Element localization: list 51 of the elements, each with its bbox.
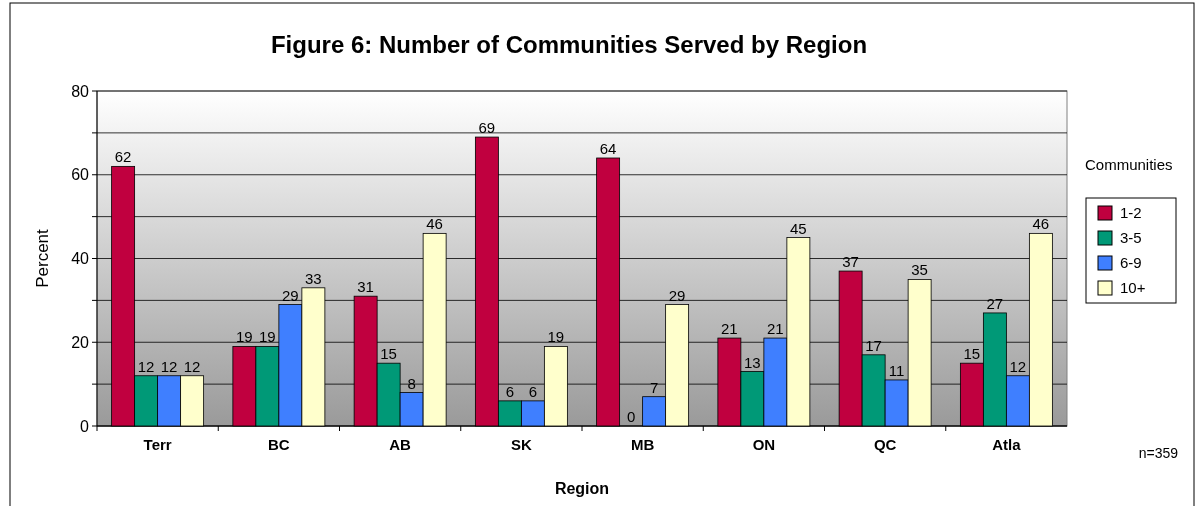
legend-label: 1-2 — [1120, 204, 1142, 221]
data-label: 69 — [478, 119, 496, 137]
legend-label: 10+ — [1120, 279, 1146, 296]
data-label: 29 — [668, 286, 686, 304]
data-label: 12 — [1009, 357, 1027, 375]
data-label: 0 — [626, 408, 636, 425]
data-label: 12 — [137, 357, 155, 375]
data-label: 13 — [744, 353, 761, 371]
y-tick-label: 60 — [71, 166, 90, 184]
data-label: 35 — [911, 261, 928, 279]
data-label: 6 — [505, 382, 515, 400]
data-label: 29 — [282, 286, 299, 304]
data-label: 11 — [888, 361, 905, 379]
data-label: 46 — [1032, 215, 1050, 233]
data-label: 31 — [357, 278, 374, 296]
data-label: 8 — [407, 374, 416, 392]
data-label: 21 — [767, 320, 784, 338]
legend-label: 3-5 — [1120, 229, 1142, 246]
x-tick-label: Atla — [992, 436, 1022, 453]
y-tick-label: 80 — [71, 82, 90, 100]
data-label: 46 — [426, 215, 443, 233]
data-label: 15 — [380, 345, 397, 363]
chart-title: Figure 6: Number of Communities Served by Region — [270, 31, 868, 58]
y-tick-label: 40 — [71, 250, 90, 268]
data-label: 12 — [183, 357, 201, 375]
x-tick-label: Terr — [143, 436, 172, 453]
x-axis-title: Region — [554, 480, 610, 497]
data-label: 45 — [790, 219, 807, 237]
data-label: 62 — [114, 148, 132, 166]
data-label: 12 — [160, 357, 178, 375]
data-label: 6 — [528, 382, 538, 400]
x-tick-label: ON — [752, 436, 776, 453]
x-tick-label: MB — [630, 436, 655, 453]
data-label: 7 — [649, 378, 659, 396]
data-label: 19 — [259, 328, 276, 346]
x-tick-label: BC — [268, 436, 290, 453]
legend-label: 6-9 — [1120, 254, 1142, 271]
x-tick-label: AB — [389, 436, 412, 453]
x-tick-label: SK — [510, 436, 532, 453]
legend-title: Communities — [1085, 156, 1173, 173]
data-label: 19 — [547, 328, 565, 346]
y-axis-title: Percent — [33, 228, 52, 288]
data-label: 64 — [599, 140, 617, 157]
text: n=359 — [1138, 445, 1179, 461]
data-label: 15 — [963, 345, 981, 363]
y-tick-label: 20 — [71, 333, 90, 351]
data-label: 19 — [236, 328, 253, 346]
data-label: 33 — [305, 269, 322, 287]
x-tick-label: QC — [873, 436, 897, 453]
data-label: 21 — [721, 320, 738, 338]
y-tick-label: 0 — [80, 417, 90, 435]
